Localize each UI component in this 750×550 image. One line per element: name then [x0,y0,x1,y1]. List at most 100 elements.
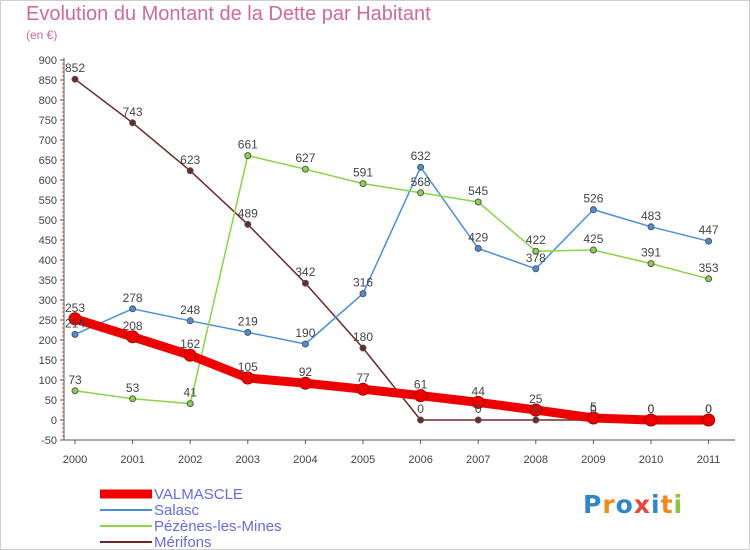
legend-label-0: VALMASCLE [154,486,243,503]
data-point [183,348,197,362]
data-point [644,413,658,427]
logo-letter: x [633,490,651,519]
data-point [705,237,713,245]
data-label: 190 [295,326,315,340]
proxiti-logo: Proxiti [583,490,683,519]
chart-title: Evolution du Montant de la Dette par Hab… [26,3,431,25]
data-point [301,165,309,173]
y-tick-label: 750 [39,115,57,127]
data-label: 180 [353,330,373,344]
chart-subtitle: (en €) [26,28,58,42]
data-point [129,305,137,313]
data-label: 425 [583,232,603,246]
series-line-1 [74,166,710,345]
data-point [244,328,252,336]
data-label: 105 [238,360,258,374]
data-point [359,344,367,352]
series-line-2 [74,154,710,405]
chart-axes [60,58,735,444]
data-label: 852 [65,61,85,75]
data-label: 378 [526,251,546,265]
data-label: 92 [299,365,313,379]
y-tick-label: 250 [39,315,57,327]
data-label: 632 [411,149,431,163]
data-label: 0 [532,402,539,416]
data-point [186,167,194,175]
data-point [532,247,540,255]
y-tick-label: 600 [39,175,57,187]
data-label: 0 [417,402,424,416]
data-label: 41 [184,386,198,400]
data-label: 77 [356,371,370,385]
data-point [589,206,597,214]
data-label: 447 [699,223,719,237]
data-label: 5 [590,400,597,414]
data-point [356,382,370,396]
y-tick-label: 0 [51,415,57,427]
x-tick-label: 2003 [236,454,260,466]
data-label: 162 [180,337,200,351]
logo-letter: t [660,490,674,519]
y-tick-label: 200 [39,335,57,347]
data-point [244,220,252,228]
data-point [417,163,425,171]
x-tick-label: 2010 [639,454,663,466]
data-point [474,198,482,206]
data-label: 61 [414,378,428,392]
data-label: 391 [641,246,661,260]
data-point [244,152,252,160]
data-point [129,119,137,127]
data-label: 627 [295,151,315,165]
data-point [71,330,79,338]
data-label: 422 [526,233,546,247]
data-label: 0 [648,402,655,416]
y-tick-label: 800 [39,95,57,107]
data-label: 342 [295,265,315,279]
data-point [301,340,309,348]
x-tick-label: 2000 [63,454,87,466]
logo-letter: r [602,490,616,519]
y-tick-label: 850 [39,75,57,87]
x-tick-label: 2011 [697,454,721,466]
data-point [532,416,540,424]
y-tick-label: 50 [45,395,57,407]
data-point [68,312,82,326]
data-label: 483 [641,209,661,223]
x-tick-label: 2001 [120,454,144,466]
data-label: 526 [583,192,603,206]
logo-letter: i [651,490,661,519]
legend-label-2: Pézènes-les-Mines [154,518,282,535]
logo-letter: i [673,490,684,519]
data-label: 568 [411,175,431,189]
data-point [647,223,655,231]
data-point [417,416,425,424]
data-label: 489 [238,206,258,220]
data-label: 253 [65,301,85,315]
data-point [705,275,713,283]
logo-letter: o [615,490,634,519]
y-tick-label: 350 [39,275,57,287]
x-tick-label: 2005 [351,454,375,466]
data-point [71,387,79,395]
data-point [471,395,485,409]
y-tick-label: 900 [39,55,57,67]
data-label: 0 [590,402,597,416]
data-label: 214 [65,316,85,330]
data-point [298,376,312,390]
data-label: 278 [123,291,143,305]
y-tick-label: 450 [39,235,57,247]
data-point [529,403,543,417]
data-point [474,244,482,252]
x-tick-label: 2004 [293,454,317,466]
data-label: 316 [353,276,373,290]
y-tick-label: 400 [39,255,57,267]
y-tick-label: 700 [39,135,57,147]
data-point [532,265,540,273]
y-tick-label: 100 [39,375,57,387]
data-label: 53 [126,381,140,395]
data-label: 25 [529,392,543,406]
x-tick-label: 2002 [178,454,202,466]
